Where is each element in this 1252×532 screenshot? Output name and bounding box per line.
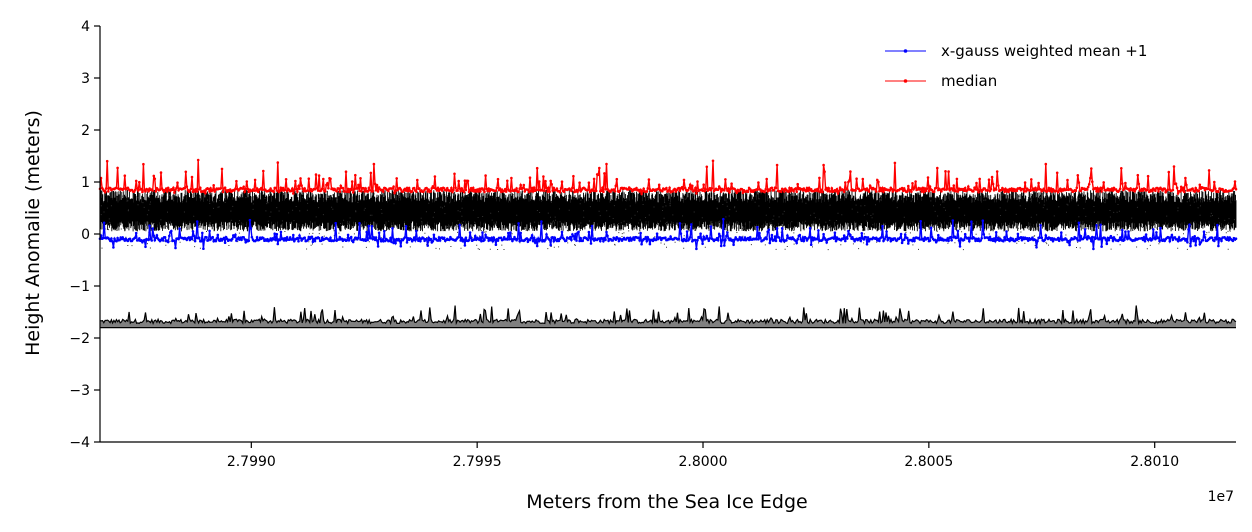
red-median-markers [98,158,1238,196]
y-axis-label: Height Anomalie (meters) [22,110,44,356]
y-tick-label: −1 [69,279,90,295]
axes: −4 −3 −2 −1 0 1 2 3 4 2.7990 2.7995 2.8000 2.8005 2.8… [69,19,1236,470]
legend-marker [903,79,908,83]
ground-fill-area [100,305,1236,328]
x-tick-label: 2.7990 [227,454,276,470]
x-tick-label: 2.8010 [1130,454,1179,470]
x-tick-label: 2.8005 [904,454,953,470]
blue-mean-markers [98,217,1238,251]
y-tick-label: −3 [69,383,90,399]
y-tick-label: 3 [81,71,90,87]
plot-area [98,158,1238,329]
blue-mean-series [98,217,1238,251]
legend: x-gauss weighted mean +1 median [885,42,1147,90]
y-tick-label: 2 [81,123,90,139]
y-tick-label: −2 [69,331,90,347]
legend-label: x-gauss weighted mean +1 [941,42,1147,60]
y-tick-label: 4 [81,19,90,35]
y-tick-label: 0 [81,227,90,243]
legend-marker [903,49,908,53]
legend-label: median [941,72,997,90]
x-axis-label: Meters from the Sea Ice Edge [526,491,807,513]
y-tick-label: 1 [81,175,90,191]
red-median-series [98,158,1238,197]
x-axis-offset-label: 1e7 [1208,489,1234,505]
y-tick-label: −4 [69,435,90,451]
black-band-scatter [100,192,1237,251]
black-band-core [99,189,1237,232]
x-tick-label: 2.8000 [679,454,728,470]
x-tick-label: 2.7995 [453,454,502,470]
ground-line [99,305,1237,326]
